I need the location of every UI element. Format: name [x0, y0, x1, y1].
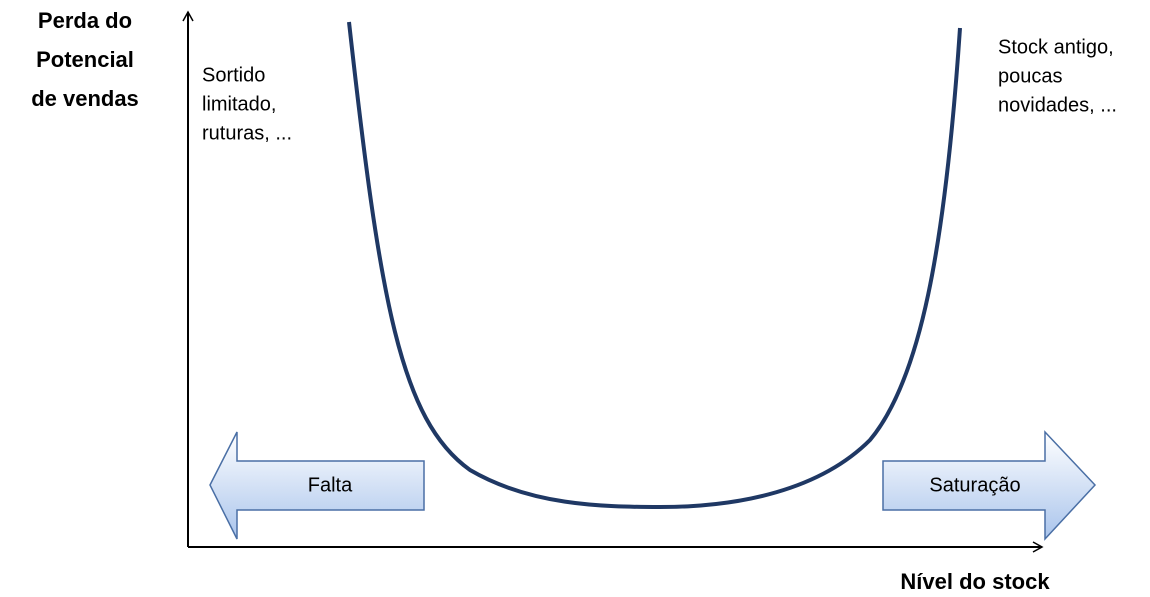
right-annotation: poucas [998, 65, 1063, 87]
left-arrow [209, 431, 425, 540]
y-axis-label: Perda do [38, 8, 132, 33]
left-annotation: ruturas, ... [202, 122, 292, 144]
y-axis-label: de vendas [31, 86, 139, 111]
x-axis-label: Nível do stock [900, 569, 1050, 594]
y-axis-label: Potencial [36, 47, 134, 72]
left-arrow-label: Falta [308, 474, 353, 496]
right-annotation: Stock antigo, [998, 36, 1114, 58]
loss-curve [347, 21, 962, 510]
left-annotation: Sortido [202, 64, 265, 86]
left-annotation: limitado, [202, 93, 276, 115]
right-arrow [882, 430, 1097, 541]
right-arrow-label: Saturação [929, 474, 1020, 496]
right-annotation: novidades, ... [998, 94, 1117, 116]
